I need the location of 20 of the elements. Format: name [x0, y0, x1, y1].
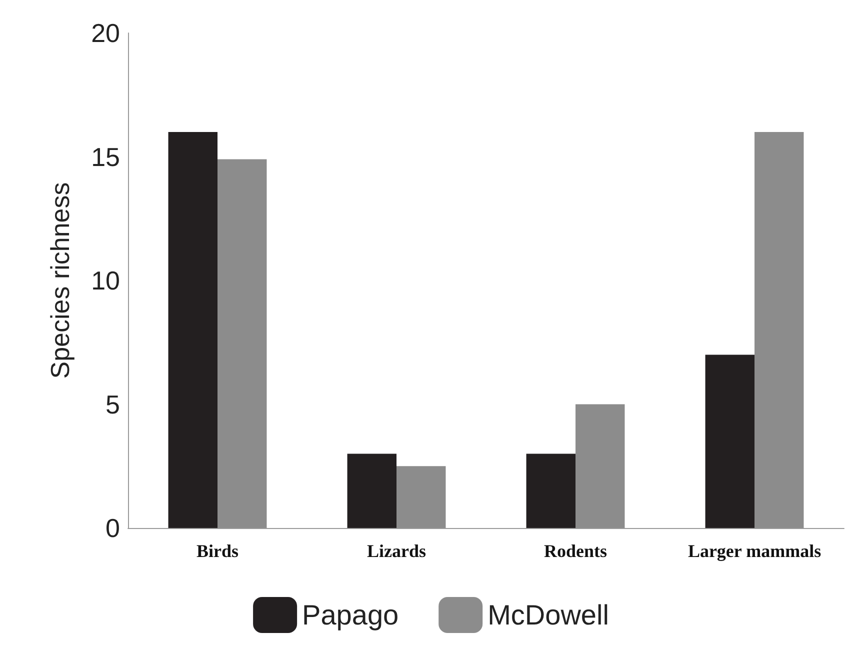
x-tick-label: Rodents: [544, 541, 608, 561]
y-tick-label: 20: [91, 18, 120, 48]
legend-label: McDowell: [488, 600, 609, 630]
x-tick-label: Lizards: [366, 541, 426, 561]
y-tick-label: 5: [106, 389, 120, 420]
y-tick-label: 10: [91, 266, 120, 296]
legend-label: Papago: [302, 600, 399, 630]
y-tick-label: 0: [106, 513, 120, 543]
x-tick-label: Birds: [196, 541, 239, 561]
y-tick-label: 15: [91, 142, 120, 172]
x-tick-label: Larger mammals: [688, 541, 822, 561]
bar: [754, 132, 804, 528]
y-axis-title: Species richness: [45, 182, 75, 379]
bar: [347, 454, 396, 528]
bar: [526, 454, 576, 528]
bar: [396, 466, 446, 528]
bar: [576, 404, 625, 528]
bar: [705, 354, 754, 528]
bar: [218, 159, 267, 528]
bar: [168, 132, 218, 528]
